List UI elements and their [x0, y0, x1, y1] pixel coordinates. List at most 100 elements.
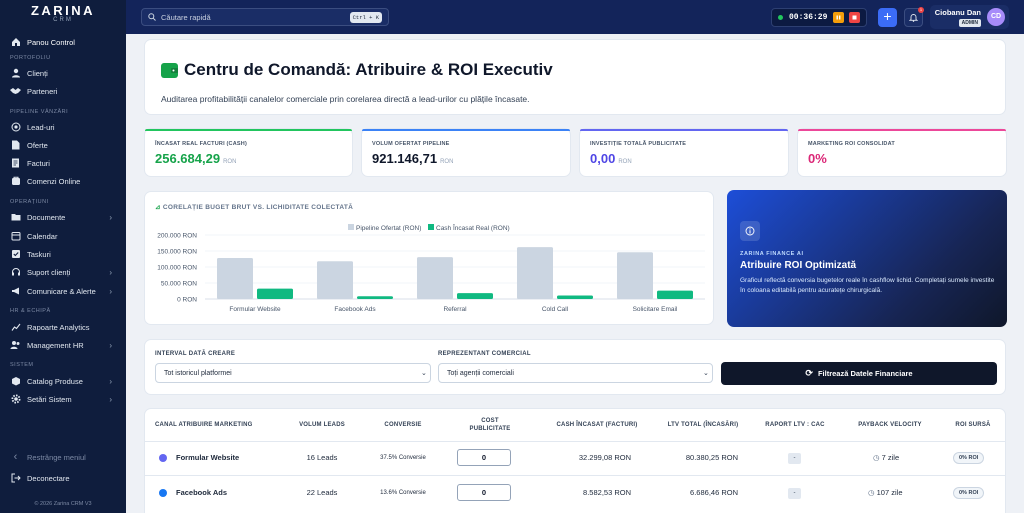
user-role-badge: ADMIN	[958, 19, 981, 27]
ltv-total: 6.686,46 RON	[690, 488, 738, 497]
pause-button[interactable]	[833, 12, 845, 23]
kpi-card-roi: MARKETING ROI CONSOLIDAT 0%	[797, 128, 1007, 177]
sidebar-item-documente[interactable]: Documente ›	[0, 208, 126, 226]
kpi-value-row: 0,00 RON	[590, 151, 632, 166]
sidebar-item-lead-uri[interactable]: Lead-uri	[0, 118, 126, 136]
bar	[517, 247, 553, 299]
logout-button[interactable]: Deconectare	[0, 469, 126, 487]
sidebar-item-taskuri[interactable]: Taskuri	[0, 245, 126, 263]
sidebar-item-oferte[interactable]: Oferte	[0, 136, 126, 154]
topbar: Ctrl + K 00:36:29 + 1 Ciobanu Dan ADMIN …	[126, 0, 1024, 34]
cash-collected: 32.299,08 RON	[578, 453, 631, 462]
logout-label: Deconectare	[27, 473, 70, 483]
roi-badge: 0% ROI	[953, 487, 985, 499]
sidebar-item-management-hr[interactable]: Management HR ›	[0, 336, 126, 354]
search-input[interactable]	[161, 12, 351, 22]
kpi-label: VOLUM OFERTAT PIPELINE	[372, 141, 450, 147]
sidebar-item-comunicare-alerte[interactable]: Comunicare & Alerte ›	[0, 282, 126, 300]
column-header: CONVERSIE	[384, 422, 422, 428]
ad-cost-input[interactable]	[457, 484, 511, 501]
kpi-accent-bar	[798, 129, 1006, 131]
chevron-right-icon: ›	[109, 267, 112, 277]
leads-count: 16 Leads	[306, 453, 338, 462]
sidebar-section-pipeline: PIPELINE VÂNZĂRI	[10, 109, 69, 115]
logo[interactable]: ZARINA CRM	[0, 0, 126, 34]
folder-icon	[10, 212, 21, 223]
sidebar-item-label: Documente	[27, 212, 66, 222]
date-range-select[interactable]: Tot istoricul platformei	[155, 363, 431, 383]
sidebar-item-suport-clienti[interactable]: Suport clienți ›	[0, 263, 126, 281]
column-header: RAPORT LTV : CAC	[765, 422, 825, 428]
sidebar-item-rapoarte-analytics[interactable]: Rapoarte Analytics	[0, 318, 126, 336]
kpi-label: INVESTIȚIE TOTALĂ PUBLICITATE	[590, 141, 687, 147]
search-icon	[148, 8, 156, 26]
sidebar-item-panou-control[interactable]: Panou Control	[0, 33, 126, 51]
sidebar-item-label: Setări Sistem	[27, 394, 72, 404]
x-tick-label: Formular Website	[229, 306, 281, 313]
website-icon	[159, 454, 167, 462]
bar	[417, 257, 453, 299]
column-header: CANAL ATRIBUIRE MARKETING	[155, 422, 253, 428]
sidebar-item-facturi[interactable]: Facturi	[0, 154, 126, 172]
facebook-icon	[159, 489, 167, 497]
search-shortcut-badge: Ctrl + K	[349, 12, 382, 23]
y-tick-label: 100.000 RON	[157, 265, 197, 272]
bar	[457, 293, 493, 299]
sidebar-item-catalog-produse[interactable]: Catalog Produse ›	[0, 372, 126, 390]
search-box[interactable]: Ctrl + K	[141, 8, 389, 26]
kpi-value: 0%	[808, 151, 827, 166]
logo-subtext: CRM	[53, 17, 73, 23]
payback-cell: ◷ 7 zile	[873, 453, 899, 462]
user-name: Ciobanu Dan	[934, 8, 981, 17]
filter-button[interactable]: ⟳ Filtrează Datele Financiare	[721, 362, 997, 385]
stop-button[interactable]	[849, 12, 861, 23]
bar	[257, 288, 293, 299]
chevron-right-icon: ›	[109, 340, 112, 350]
table-header-divider	[145, 441, 1005, 442]
kpi-value: 0,00	[590, 151, 616, 166]
chart-line-icon	[10, 322, 21, 333]
chevron-down-icon: ⌄	[421, 370, 427, 377]
x-tick-label: Referral	[443, 306, 467, 313]
sidebar-section-portofoliu: PORTOFOLIU	[10, 55, 51, 61]
chevron-down-icon: ⌄	[703, 370, 709, 377]
sidebar-item-calendar[interactable]: Calendar	[0, 227, 126, 245]
kpi-card-cash: ÎNCASAT REAL FACTURI (CASH) 256.684,29 RO…	[144, 128, 353, 177]
kpi-unit: RON	[223, 159, 237, 165]
sidebar-item-clienti[interactable]: Clienți	[0, 64, 126, 82]
sidebar-item-label: Parteneri	[27, 86, 58, 96]
column-header: PAYBACK VELOCITY	[858, 422, 922, 428]
sidebar-item-label: Lead-uri	[27, 122, 55, 132]
user-icon	[10, 68, 21, 79]
kpi-value-row: 256.684,29 RON	[155, 151, 236, 166]
bar	[657, 290, 693, 299]
chevron-right-icon: ›	[109, 394, 112, 404]
user-menu[interactable]: Ciobanu Dan ADMIN CD	[930, 5, 1009, 29]
sidebar-item-comenzi-online[interactable]: Comenzi Online	[0, 172, 126, 190]
page-title: Centru de Comandă: Atribuire & ROI Execu…	[184, 60, 553, 79]
sidebar-item-label: Comenzi Online	[27, 176, 81, 186]
collapse-menu-button[interactable]: ‹ Restrânge meniul	[0, 448, 126, 466]
notifications-button[interactable]: 1	[904, 7, 924, 27]
payback-cell: ◷ 107 zile	[868, 488, 903, 497]
y-tick-label: 200.000 RON	[157, 233, 197, 240]
legend-label: Cash Încasat Real (RON)	[436, 223, 510, 232]
ad-cost-input[interactable]	[457, 449, 511, 466]
attribution-table: CANAL ATRIBUIRE MARKETING VOLUM LEADS CO…	[144, 408, 1006, 513]
sidebar-item-label: Suport clienți	[27, 267, 71, 277]
sidebar-footer: © 2026 Zarina CRM V3	[34, 501, 92, 507]
chevron-right-icon: ›	[109, 212, 112, 222]
sidebar-item-parteneri[interactable]: Parteneri	[0, 82, 126, 100]
sidebar-section-hr: HR & ECHIPĂ	[10, 308, 51, 314]
column-header: COST PUBLICITATE	[469, 418, 511, 432]
sidebar-item-label: Catalog Produse	[27, 376, 83, 386]
kpi-value: 921.146,71	[372, 151, 438, 166]
chart-card: ⊿ CORELAȚIE BUGET BRUT VS. LICHIDITATE C…	[144, 191, 714, 325]
agent-value: Toți agenții comerciali	[447, 369, 514, 377]
agent-select[interactable]: Toți agenții comerciali	[438, 363, 713, 383]
date-range-value: Tot istoricul platformei	[164, 369, 232, 377]
gear-icon	[10, 394, 21, 405]
sidebar-item-setari-sistem[interactable]: Setări Sistem ›	[0, 390, 126, 408]
y-tick-label: 0 RON	[177, 297, 197, 304]
add-button[interactable]: +	[878, 8, 897, 27]
